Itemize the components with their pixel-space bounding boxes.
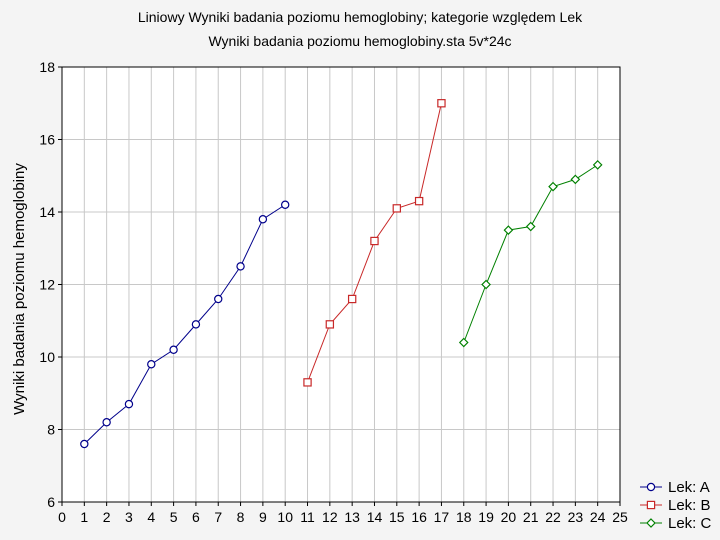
data-point — [102, 418, 111, 427]
data-point — [124, 399, 134, 409]
x-tick-label: 20 — [501, 509, 517, 525]
x-tick-label: 3 — [125, 509, 133, 525]
data-point — [570, 174, 581, 185]
y-axis-label: Wyniki badania poziomu hemoglobiny — [11, 163, 28, 415]
data-point — [347, 294, 357, 304]
data-point — [370, 236, 379, 246]
legend-label: Lek: C — [668, 515, 712, 532]
x-tick-label: 10 — [277, 509, 293, 525]
chart-subtitle: Wyniki badania poziomu hemoglobiny.sta 5… — [208, 33, 511, 49]
data-point — [592, 160, 603, 170]
x-tick-label: 23 — [568, 509, 584, 525]
x-tick-label: 25 — [612, 509, 628, 525]
data-point — [191, 320, 201, 329]
data-point — [80, 439, 89, 449]
x-tick-label: 4 — [147, 509, 155, 525]
legend-label: Lek: A — [668, 479, 710, 496]
data-point — [503, 225, 514, 235]
x-tick-label: 24 — [590, 509, 606, 525]
x-tick-label: 7 — [214, 509, 222, 525]
data-point — [325, 320, 335, 329]
data-point — [258, 215, 268, 224]
x-tick-label: 11 — [300, 509, 315, 525]
x-tick-label: 17 — [434, 509, 450, 525]
x-tick-label: 1 — [80, 509, 88, 525]
x-tick-label: 6 — [192, 509, 200, 525]
x-tick-label: 5 — [170, 509, 178, 525]
data-point — [458, 337, 469, 348]
data-point — [214, 294, 223, 304]
y-tick-label: 6 — [47, 494, 55, 510]
data-point — [147, 360, 156, 369]
data-point — [414, 196, 424, 206]
x-tick-label: 22 — [545, 509, 561, 525]
data-point — [548, 181, 558, 192]
x-tick-label: 15 — [389, 509, 405, 525]
x-tick-label: 2 — [103, 509, 111, 525]
data-point — [281, 200, 290, 209]
data-point — [169, 345, 178, 354]
y-tick-label: 8 — [47, 422, 55, 438]
data-point — [646, 518, 656, 528]
x-tick-label: 19 — [478, 509, 494, 525]
x-tick-label: 14 — [367, 509, 383, 525]
y-tick-label: 16 — [39, 132, 55, 148]
y-tick-label: 14 — [39, 204, 55, 220]
x-tick-label: 9 — [259, 509, 267, 525]
y-tick-label: 10 — [39, 349, 55, 365]
y-tick-label: 12 — [39, 277, 55, 293]
data-point — [236, 262, 245, 271]
chart-title: Liniowy Wyniki badania poziomu hemoglobi… — [138, 9, 583, 25]
x-tick-label: 0 — [58, 509, 66, 525]
x-tick-label: 21 — [523, 509, 539, 525]
data-point — [303, 378, 312, 387]
series-line — [83, 204, 286, 445]
data-point — [481, 279, 491, 290]
x-tick-label: 13 — [344, 509, 360, 525]
data-point — [437, 99, 446, 108]
data-point — [646, 482, 656, 492]
data-point — [646, 500, 656, 510]
x-tick-label: 12 — [322, 509, 338, 525]
x-tick-label: 16 — [411, 509, 427, 525]
x-tick-label: 18 — [456, 509, 472, 525]
data-point — [392, 204, 402, 213]
x-tick-label: 8 — [237, 509, 245, 525]
legend-label: Lek: B — [668, 497, 711, 514]
data-point — [525, 221, 536, 232]
y-tick-label: 18 — [39, 59, 55, 75]
